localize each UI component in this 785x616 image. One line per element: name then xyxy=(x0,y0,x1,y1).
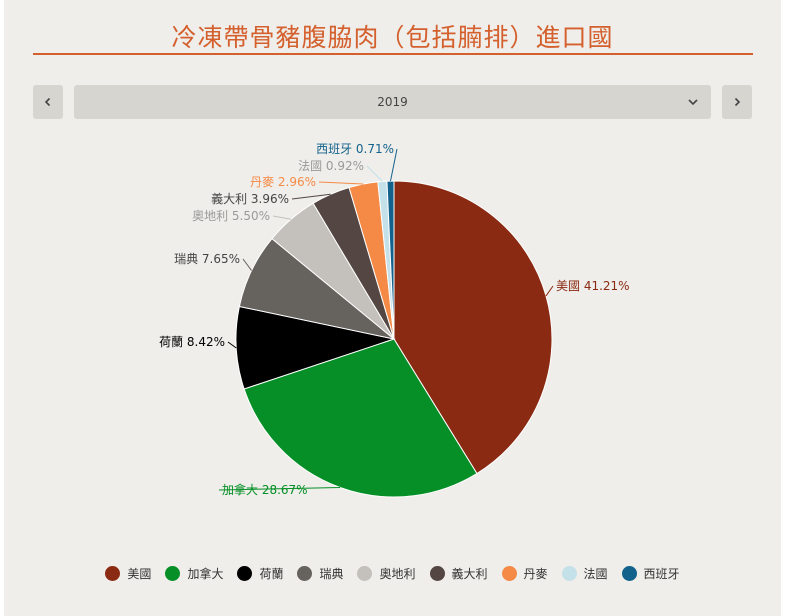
legend-swatch xyxy=(105,565,121,581)
title-divider xyxy=(33,53,753,55)
pie-leader-line-3 xyxy=(242,258,253,271)
legend-swatch xyxy=(357,565,373,581)
legend-item-8[interactable]: 西班牙 xyxy=(621,565,680,582)
pie-leader-line-5 xyxy=(291,193,331,200)
legend-item-5[interactable]: 義大利 xyxy=(429,565,488,582)
legend-swatch xyxy=(297,565,313,581)
pie-data-label-1: 加拿大 28.67% xyxy=(222,482,308,497)
legend-label: 丹麥 xyxy=(523,566,548,581)
pie-data-label-6: 丹麥 2.96% xyxy=(250,175,316,189)
legend-item-2[interactable]: 荷蘭 xyxy=(237,565,283,582)
legend-swatch xyxy=(165,565,181,581)
pie-chart: 美國 41.21% 加拿大 28.67% 荷蘭 8.42% 瑞典 7.65% 奧地利 5… xyxy=(159,142,630,498)
pie-data-label-3: 瑞典 7.65% xyxy=(174,252,240,266)
pie-leader-line-7 xyxy=(366,165,383,182)
legend-swatch xyxy=(501,565,517,581)
legend-swatch xyxy=(621,565,637,581)
legend-label: 義大利 xyxy=(451,566,488,581)
chevron-right-icon xyxy=(734,97,741,107)
pie-data-label-4: 奧地利 5.50% xyxy=(192,209,270,223)
legend-swatch xyxy=(429,565,445,581)
pie-data-label-0: 美國 41.21% xyxy=(556,279,630,293)
pie-data-label-8: 西班牙 0.71% xyxy=(316,142,394,156)
legend-item-0[interactable]: 美國 xyxy=(105,565,151,582)
legend-item-7[interactable]: 法國 xyxy=(561,565,608,582)
pie-slice-0[interactable] xyxy=(393,180,553,475)
pie-data-label-7: 法國 0.92% xyxy=(298,159,364,173)
chevron-down-icon xyxy=(688,99,698,106)
legend-label: 瑞典 xyxy=(319,566,344,581)
year-select-value: 2019 xyxy=(377,95,408,109)
pie-leader-line-4 xyxy=(272,215,292,220)
pie-leader-line-0 xyxy=(545,285,554,297)
legend-swatch xyxy=(561,565,577,581)
pie-slice-8[interactable] xyxy=(386,180,395,340)
legend-item-6[interactable]: 丹麥 xyxy=(501,565,548,582)
next-year-button[interactable] xyxy=(722,85,752,119)
pie-leader-line-2 xyxy=(227,341,237,349)
legend-item-3[interactable]: 瑞典 xyxy=(297,565,343,582)
legend-swatch xyxy=(237,565,253,581)
pie-leader-line-1 xyxy=(218,487,341,491)
page-title: 冷凍帶骨豬腹脇肉（包括腩排）進口國 xyxy=(171,23,614,52)
legend-label: 法國 xyxy=(583,566,608,581)
pie-leader-line-6 xyxy=(318,181,364,185)
chart-legend: 美國 加拿大 荷蘭 瑞典 奧地利 義大利 丹麥 法國 西班牙 xyxy=(0,562,785,584)
prev-year-button[interactable] xyxy=(33,85,63,119)
legend-label: 美國 xyxy=(127,566,152,581)
legend-label: 加拿大 xyxy=(187,566,224,581)
pie-leader-line-8 xyxy=(390,148,398,182)
pie-data-label-2: 荷蘭 8.42% xyxy=(159,335,225,349)
legend-label: 荷蘭 xyxy=(259,566,284,581)
legend-label: 奧地利 xyxy=(379,566,416,581)
chevron-left-icon xyxy=(44,97,51,107)
pie-data-label-5: 義大利 3.96% xyxy=(211,191,289,206)
legend-item-4[interactable]: 奧地利 xyxy=(357,565,416,582)
legend-label: 西班牙 xyxy=(643,566,680,581)
legend-item-1[interactable]: 加拿大 xyxy=(165,565,223,582)
year-select[interactable]: 2019 xyxy=(74,85,711,119)
